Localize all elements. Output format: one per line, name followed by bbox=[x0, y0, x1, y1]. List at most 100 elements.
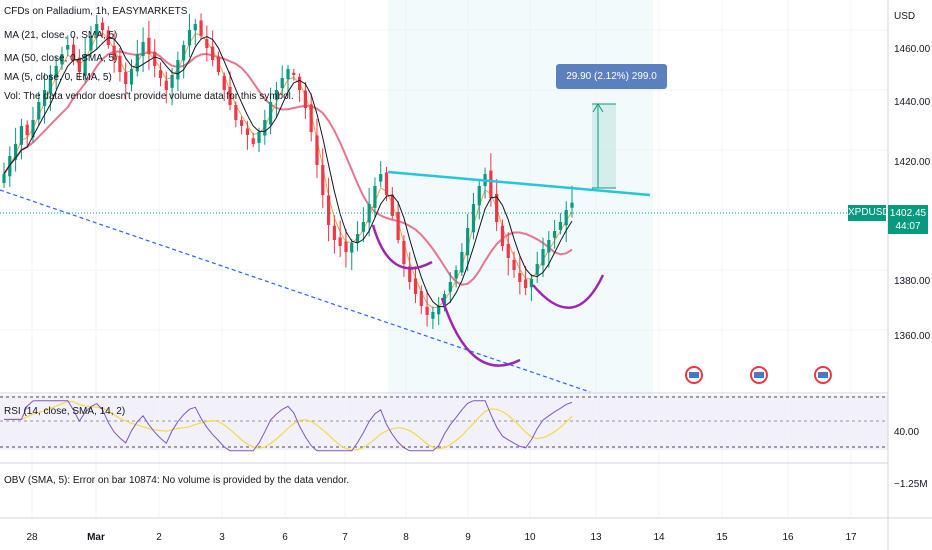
candle-body bbox=[518, 273, 522, 282]
candle-body bbox=[570, 202, 574, 208]
candle-body bbox=[158, 70, 163, 78]
left-shoulder-arc[interactable] bbox=[371, 224, 433, 270]
measure-arrow-head bbox=[592, 103, 604, 113]
candle-body bbox=[413, 278, 418, 294]
rsi-label[interactable]: RSI (14, close, SMA, 14, 2) bbox=[4, 406, 125, 417]
rsi-tick: 40.00 bbox=[894, 427, 919, 438]
candle-body bbox=[153, 51, 157, 66]
candle-body bbox=[332, 225, 336, 240]
neckline[interactable] bbox=[387, 170, 651, 197]
candle-body bbox=[77, 57, 81, 72]
candle-body bbox=[512, 260, 516, 270]
candle-body bbox=[54, 66, 58, 78]
candle-body bbox=[25, 124, 29, 135]
candle-body bbox=[471, 204, 476, 233]
ma21-line bbox=[3, 36, 573, 308]
candle-body bbox=[390, 194, 394, 216]
candle-body bbox=[118, 55, 122, 72]
candle-body bbox=[269, 102, 273, 125]
candle-body bbox=[547, 240, 551, 253]
time-tick: 6 bbox=[282, 532, 288, 543]
candle-body bbox=[240, 120, 244, 126]
candle-body bbox=[361, 222, 365, 232]
candle-body bbox=[234, 105, 238, 120]
economic-event-icon[interactable] bbox=[814, 366, 832, 384]
candle-body bbox=[419, 291, 423, 306]
time-tick: 15 bbox=[716, 532, 728, 543]
candle-body bbox=[321, 165, 325, 195]
candle-body bbox=[431, 312, 435, 319]
indicator-ma21[interactable]: MA (21, close, 0, SMA, 5) bbox=[4, 30, 117, 41]
candle-body bbox=[402, 240, 406, 264]
currency-label: USD bbox=[894, 11, 915, 22]
candle-body bbox=[280, 78, 284, 89]
candle-body bbox=[176, 60, 180, 80]
rsi-line bbox=[4, 400, 573, 452]
candle-body bbox=[245, 128, 250, 135]
candle-body bbox=[315, 135, 319, 165]
candle-body bbox=[466, 228, 470, 256]
candle-body bbox=[506, 243, 510, 258]
candle-body bbox=[124, 72, 128, 84]
candle-body bbox=[529, 279, 534, 288]
descending-trend-line[interactable] bbox=[0, 189, 591, 393]
candle-body bbox=[211, 46, 215, 60]
candle-body bbox=[164, 80, 168, 90]
candle-body bbox=[495, 193, 499, 222]
candle-body bbox=[112, 45, 116, 60]
price-tick: 1360.00 bbox=[894, 331, 931, 342]
ma50-line bbox=[3, 50, 573, 286]
time-tick: 16 bbox=[782, 532, 794, 543]
price-tick: 1440.00 bbox=[894, 97, 931, 108]
candle-body bbox=[303, 90, 307, 108]
candle-body bbox=[379, 174, 383, 182]
candle-body bbox=[205, 39, 209, 48]
indicator-volume[interactable]: Vol: The data vendor doesn't provide vol… bbox=[4, 91, 294, 102]
head-arc[interactable] bbox=[440, 297, 521, 367]
candle-body bbox=[66, 45, 70, 50]
candle-body bbox=[564, 210, 568, 226]
candle-body bbox=[500, 225, 505, 246]
candle-body bbox=[448, 282, 452, 292]
last-price-value: 1402.45 bbox=[889, 208, 927, 219]
candle-body bbox=[187, 30, 192, 46]
time-tick: 2 bbox=[156, 532, 162, 543]
candle-body bbox=[2, 174, 6, 184]
candle-body bbox=[100, 22, 105, 30]
candle-body bbox=[541, 249, 545, 266]
time-tick: 14 bbox=[653, 532, 665, 543]
candle-body bbox=[350, 243, 354, 253]
indicator-ma50[interactable]: MA (50, close, 0, SMA, 5) bbox=[4, 53, 117, 64]
candle-body bbox=[48, 75, 52, 94]
price-tick: 1420.00 bbox=[894, 157, 931, 168]
candle-body bbox=[489, 170, 493, 198]
economic-event-icon[interactable] bbox=[750, 366, 768, 384]
obv-label[interactable]: OBV (SMA, 5): Error on bar 10874: No vol… bbox=[4, 475, 349, 486]
chart-title: CFDs on Palladium, 1h, EASYMARKETS bbox=[4, 6, 188, 17]
candle-body bbox=[292, 72, 296, 75]
obv-tick: −1.25M bbox=[894, 479, 928, 490]
candle-body bbox=[141, 42, 145, 57]
right-shoulder-arc[interactable] bbox=[532, 274, 605, 309]
candle-body bbox=[326, 195, 331, 225]
candle-body bbox=[454, 270, 458, 279]
candle-body bbox=[396, 211, 400, 240]
candle-body bbox=[263, 120, 267, 136]
candle-body bbox=[408, 266, 412, 282]
candle-body bbox=[199, 20, 203, 36]
candle-body bbox=[460, 252, 464, 273]
economic-event-icon[interactable] bbox=[685, 366, 703, 384]
time-tick: 7 bbox=[342, 532, 348, 543]
candle-body bbox=[425, 306, 429, 315]
candle-body bbox=[373, 186, 377, 209]
candle-body bbox=[384, 172, 389, 195]
candle-body bbox=[182, 45, 186, 61]
candle-body bbox=[286, 69, 290, 80]
indicator-ema5[interactable]: MA (5, close, 0, EMA, 5) bbox=[4, 72, 112, 83]
candle-body bbox=[558, 222, 563, 231]
measure-label[interactable]: 29.90 (2.12%) 299.0 bbox=[556, 64, 667, 89]
time-tick: Mar bbox=[87, 532, 105, 543]
candle-body bbox=[437, 306, 441, 315]
candle-body bbox=[524, 279, 528, 288]
